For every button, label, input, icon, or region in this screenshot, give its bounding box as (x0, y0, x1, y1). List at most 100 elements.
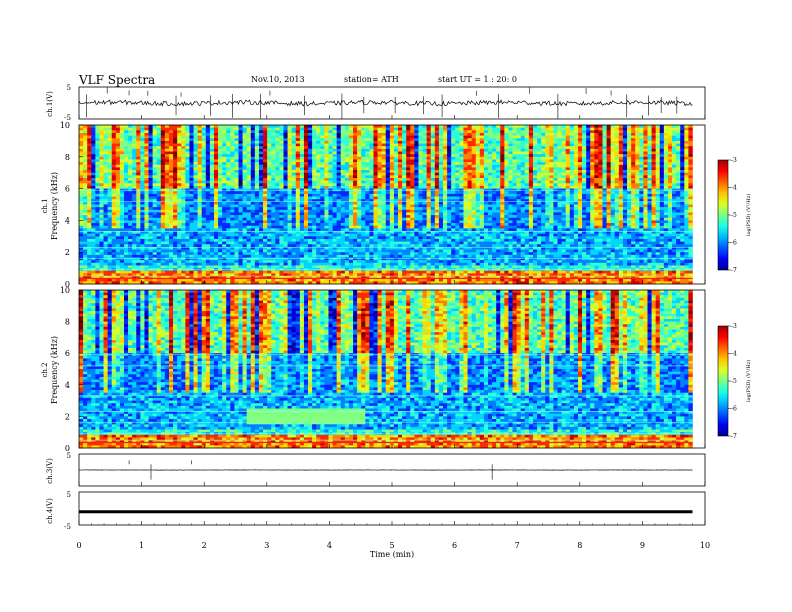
spectrogram-cell (414, 151, 419, 155)
spectrogram-cell (205, 212, 211, 216)
spectrogram-cell (622, 178, 628, 181)
spectrogram-cell (181, 223, 186, 226)
spectrogram-cell (79, 185, 84, 189)
spectrogram-cell (230, 175, 235, 179)
spectrogram-cell (516, 223, 522, 226)
spectrogram-cell (267, 151, 272, 155)
spectrogram-cell (209, 183, 215, 187)
spectrogram-cell (201, 220, 211, 224)
spectrogram-cell (209, 162, 215, 166)
spectrogram-cell (659, 204, 665, 208)
spectrogram-cell (410, 167, 415, 171)
spectrogram-cell (385, 204, 391, 208)
spectrogram-cell (438, 193, 444, 197)
spectrogram-cell (234, 138, 239, 142)
spectrogram-cell (594, 175, 599, 179)
spectrogram-cell (487, 167, 493, 171)
spectrogram-cell (246, 178, 252, 181)
spectrogram-cell (549, 151, 554, 155)
spectrogram-cell (119, 215, 129, 219)
spectrogram-cell (238, 207, 243, 211)
spectrogram-cell (185, 146, 190, 150)
spectrogram-cell (406, 193, 415, 197)
spectrogram-cell (238, 130, 243, 134)
spectrogram-cell (385, 223, 391, 226)
spectrogram-cell (426, 127, 432, 131)
spectrogram-cell (582, 223, 587, 226)
spectrogram-cell (520, 170, 526, 173)
spectrogram-cell (471, 175, 477, 179)
spectrogram-cell (271, 204, 288, 208)
spectrogram-cell (197, 143, 202, 147)
spectrogram-cell (87, 183, 92, 187)
spectrogram-cell (336, 204, 342, 208)
spectrogram-cell (324, 167, 329, 171)
spectrogram-cell (234, 193, 243, 197)
spectrogram-cell (606, 130, 611, 134)
spectrogram-cell (622, 220, 628, 224)
spectrogram-cell (291, 215, 297, 219)
spectrogram-cell (152, 199, 158, 203)
spectrogram-cell (569, 130, 575, 134)
spectrogram-cell (258, 162, 264, 166)
spectrogram-cell (99, 151, 108, 155)
spectrogram-cell (406, 164, 411, 168)
spectrogram-cell (340, 151, 354, 155)
spectrogram-cell (651, 125, 656, 128)
spectrogram-cell (193, 146, 198, 150)
spectrogram-cell (500, 180, 505, 184)
spectrogram-cell (434, 196, 440, 200)
spectrogram-cell (361, 140, 366, 144)
spectrogram-cell (475, 175, 481, 179)
spectrogram-cell (353, 170, 358, 173)
spectrogram-cell (369, 170, 374, 173)
spectrogram-cell (365, 217, 374, 221)
spectrogram-cell (500, 178, 505, 181)
spectrogram-cell (361, 185, 366, 189)
spectrogram-cell (213, 127, 219, 131)
spectrogram-cell (144, 148, 149, 152)
spectrogram-cell (590, 175, 595, 179)
spectrogram-cell (594, 217, 603, 221)
spectrogram-cell (99, 220, 104, 224)
spectrogram-cell (606, 125, 611, 128)
spectrogram-cell (250, 215, 256, 219)
spectrogram-cell (111, 175, 117, 179)
spectrogram-cell (610, 132, 616, 136)
spectrogram-cell (320, 159, 325, 163)
spectrogram-cell (639, 207, 644, 211)
spectrogram-cell (361, 196, 366, 200)
spectrogram-cell (402, 146, 407, 150)
spectrogram-cell (639, 220, 644, 224)
spectrogram-cell (209, 170, 215, 173)
spectrogram-cell (667, 167, 673, 171)
spectrogram-cell (496, 217, 501, 221)
spectrogram-cell (463, 135, 472, 139)
spectrogram-cell (156, 146, 162, 150)
spectrogram-cell (655, 191, 661, 195)
spectrogram-cell (254, 154, 260, 158)
spectrogram-cell (594, 201, 599, 205)
spectrogram-cell (541, 132, 546, 136)
spectrogram-cell (164, 180, 170, 184)
spectrogram-cell (393, 196, 399, 200)
spectrogram-cell (586, 156, 591, 160)
spectrogram-cell (336, 175, 342, 179)
spectrogram-cell (320, 185, 325, 189)
spectrogram-cell (263, 201, 268, 205)
spectrogram-cell (213, 146, 219, 150)
spectrogram-cell (512, 178, 517, 181)
spectrogram-cell (614, 154, 624, 158)
spectrogram-cell (602, 220, 607, 224)
spectrogram-cell (459, 132, 464, 136)
spectrogram-cell (561, 193, 566, 197)
spectrogram-cell (287, 207, 292, 211)
spectrogram-cell (414, 156, 419, 160)
spectrogram-cell (447, 220, 452, 224)
spectrogram-cell (115, 183, 121, 187)
spectrogram-cell (406, 178, 411, 181)
spectrogram-cell (434, 154, 440, 158)
spectrogram-cell (643, 143, 648, 147)
spectrogram-cell (95, 215, 100, 219)
spectrogram-cell (582, 180, 587, 184)
